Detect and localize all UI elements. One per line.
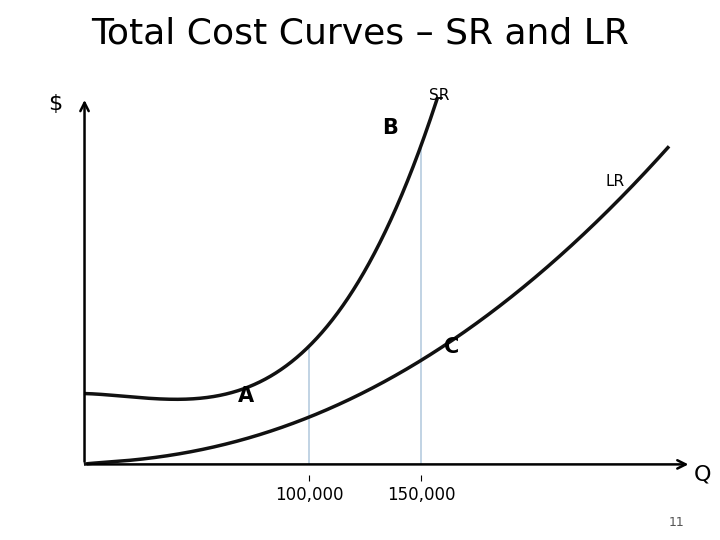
Text: 11: 11 bbox=[668, 516, 684, 529]
Text: C: C bbox=[444, 337, 459, 357]
Text: $: $ bbox=[48, 94, 62, 114]
Text: B: B bbox=[382, 118, 397, 138]
Text: Q: Q bbox=[694, 464, 711, 484]
Text: SR: SR bbox=[429, 87, 449, 103]
Text: LR: LR bbox=[606, 174, 625, 189]
Text: A: A bbox=[238, 387, 254, 407]
Text: Total Cost Curves – SR and LR: Total Cost Curves – SR and LR bbox=[91, 16, 629, 50]
